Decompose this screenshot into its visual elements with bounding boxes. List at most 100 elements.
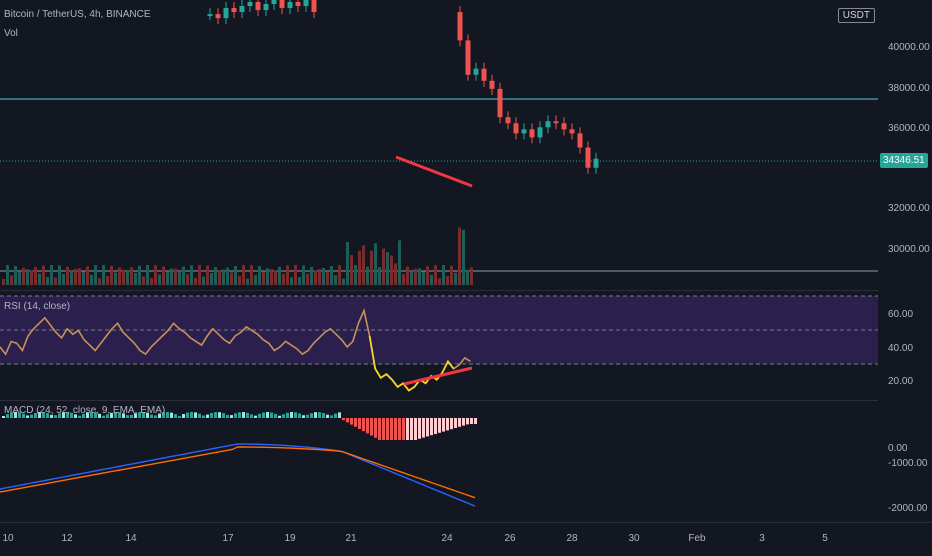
macd-histogram-bar [366, 418, 369, 434]
candle [287, 1, 293, 9]
macd-histogram-bar [114, 412, 117, 418]
rsi-pane[interactable]: 60.00 40.00 20.00 RSI (14, close) [0, 290, 913, 401]
volume-bar [22, 267, 25, 285]
macd-histogram-bar [286, 412, 289, 418]
volume-bar [286, 265, 289, 285]
macd-histogram-bar [266, 412, 269, 418]
price-chart[interactable]: 40000.00 38000.00 36000.00 32000.00 30000.00 [0, 0, 932, 290]
volume-bar [258, 266, 261, 285]
macd-histogram-bar [2, 416, 5, 418]
macd-histogram-bar [106, 414, 109, 418]
macd-legend[interactable]: MACD (24, 52, close, 9, EMA, EMA) [4, 405, 166, 416]
volume-bar [94, 265, 97, 285]
volume-bar [10, 275, 13, 285]
volume-bar [466, 269, 469, 285]
macd-histogram-bar [318, 412, 321, 418]
macd-histogram-bar [406, 418, 409, 440]
volume-bar [50, 265, 53, 285]
volume-bar [198, 265, 201, 285]
macd-pane[interactable]: 0.00 -1000.00 -2000.00 MACD (24, 52, close… [0, 400, 928, 523]
candle [481, 68, 487, 81]
volume-bar [446, 276, 449, 285]
volume-bar [406, 266, 409, 285]
volume-bar [170, 268, 173, 285]
volume-bar [242, 265, 245, 285]
candle [223, 8, 229, 19]
macd-histogram-bar [126, 415, 129, 418]
volume-bar [150, 278, 153, 285]
macd-histogram-bar [246, 412, 249, 418]
macd-histogram-bar [26, 415, 29, 418]
volume-bar [18, 272, 21, 285]
macd-histogram-bar [350, 418, 353, 425]
volume-bar [154, 265, 157, 285]
macd-histogram-bar [310, 413, 313, 418]
volume-bar [382, 248, 385, 285]
currency-button[interactable]: USDT [837, 8, 875, 23]
volume-bar [234, 265, 237, 285]
candle [279, 0, 285, 9]
rsi-band [0, 296, 878, 364]
volume-bar [470, 267, 473, 285]
time-axis-label: 17 [222, 533, 234, 544]
time-axis-label: Feb [688, 533, 706, 544]
rsi-legend[interactable]: RSI (14, close) [4, 301, 71, 312]
candle [215, 14, 221, 19]
volume-bar [402, 274, 405, 285]
volume-bar [42, 265, 45, 285]
macd-histogram-bar [18, 412, 21, 418]
volume-bar [98, 278, 101, 285]
macd-histogram-bar [178, 415, 181, 418]
symbol-title[interactable]: Bitcoin / TetherUS, 4h, BINANCE [4, 9, 151, 20]
volume-bar [62, 273, 65, 285]
volume-bar [302, 265, 305, 285]
time-axis-label: 5 [822, 533, 828, 544]
volume-bar [322, 267, 325, 285]
macd-histogram-bar [414, 418, 417, 440]
price-pane[interactable]: 40000.00 38000.00 36000.00 32000.00 30000.00… [0, 0, 930, 290]
volume-bar [350, 255, 353, 285]
volume-bar [166, 271, 169, 285]
macd-histogram-bar [394, 418, 397, 440]
candle [497, 88, 503, 118]
time-axis-label: 24 [441, 533, 453, 544]
macd-histogram-bar [154, 415, 157, 418]
candle [311, 0, 317, 13]
macd-histogram-bar [378, 418, 381, 440]
candle [473, 68, 479, 75]
macd-histogram-bar [158, 413, 161, 418]
macd-histogram-bar [302, 415, 305, 418]
volume-legend[interactable]: Vol [4, 28, 18, 39]
macd-histogram-bar [182, 414, 185, 418]
volume-bar [430, 274, 433, 285]
macd-histogram-bar [22, 413, 25, 418]
volume-bar [130, 267, 133, 285]
candle [513, 123, 519, 134]
volume-bar [210, 273, 213, 285]
rsi-axis-label: 60.00 [888, 309, 913, 320]
volume-bar [142, 276, 145, 285]
rsi-chart[interactable]: 60.00 40.00 20.00 [0, 291, 932, 401]
macd-histogram-bar [354, 418, 357, 427]
volume-bar [6, 265, 9, 285]
candle [263, 4, 269, 11]
rsi-trendline [403, 366, 473, 386]
macd-histogram-bar [210, 412, 213, 418]
macd-histogram-bar [474, 418, 477, 424]
volume-bar [330, 266, 333, 285]
volume-bar [266, 268, 269, 285]
candle [271, 0, 277, 5]
volume-bar [238, 275, 241, 285]
volume-bar [310, 266, 313, 285]
time-axis[interactable]: 10 12 14 17 19 21 24 26 28 30 Feb 3 5 [0, 522, 932, 551]
macd-histogram-bar [234, 413, 237, 418]
macd-chart[interactable]: 0.00 -1000.00 -2000.00 [0, 401, 932, 523]
macd-histogram-bar [58, 413, 61, 418]
volume-bar [442, 265, 445, 285]
macd-histogram-bar [226, 414, 229, 418]
macd-histogram-bar [438, 418, 441, 433]
volume-bar [434, 265, 437, 285]
macd-histogram-bar [298, 413, 301, 418]
macd-histogram-bar [34, 412, 37, 418]
time-axis-label: 3 [759, 533, 765, 544]
